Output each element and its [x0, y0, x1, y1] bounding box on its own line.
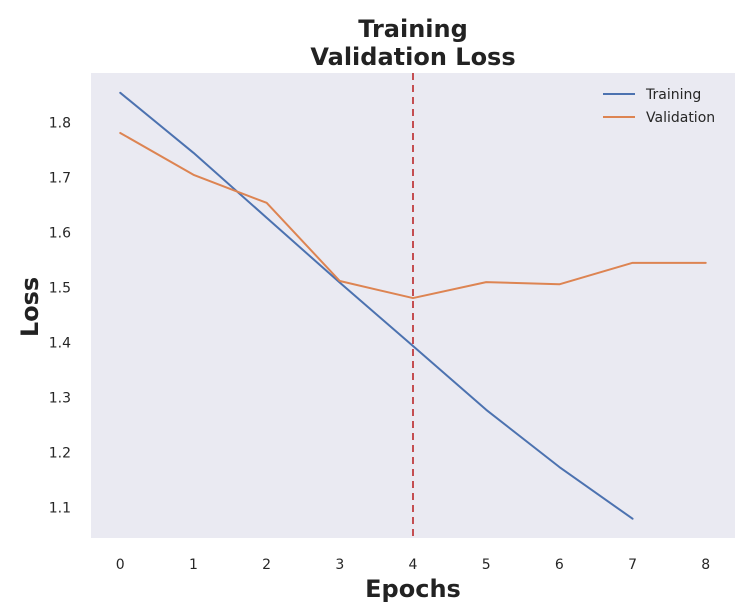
y-tick-label: 1.4 — [49, 336, 71, 352]
x-tick-label: 4 — [409, 557, 418, 573]
legend: Training Validation — [603, 87, 715, 126]
series-line-training — [119, 91, 634, 520]
x-tick-label: 0 — [116, 557, 125, 573]
x-tick-label: 2 — [262, 557, 271, 573]
x-tick-label: 6 — [555, 557, 564, 573]
x-tick-label: 1 — [189, 557, 198, 573]
y-tick-label: 1.2 — [49, 446, 71, 462]
y-tick-labels: 1.1 1.2 1.3 1.4 1.5 1.6 1.7 1.8 — [49, 116, 71, 517]
x-tick-label: 8 — [701, 557, 710, 573]
x-axis-label: Epochs — [365, 575, 461, 603]
x-tick-label: 3 — [335, 557, 344, 573]
x-tick-labels: 0 1 2 3 4 5 6 7 8 — [116, 557, 710, 573]
legend-label: Validation — [646, 110, 715, 126]
y-tick-label: 1.1 — [49, 501, 71, 517]
y-tick-label: 1.6 — [49, 226, 71, 242]
y-tick-label: 1.5 — [49, 281, 71, 297]
series-lines — [119, 91, 707, 520]
legend-label: Training — [645, 87, 701, 103]
legend-item-validation: Validation — [603, 110, 715, 126]
x-tick-label: 5 — [482, 557, 491, 573]
series-line-validation — [119, 131, 707, 300]
y-tick-label: 1.8 — [49, 116, 71, 132]
y-tick-label: 1.7 — [49, 171, 71, 187]
chart-title-line-2: Validation Loss — [310, 43, 515, 71]
x-tick-label: 7 — [628, 557, 637, 573]
y-tick-label: 1.3 — [49, 391, 71, 407]
y-axis-label: Loss — [16, 277, 44, 337]
legend-item-training: Training — [603, 87, 701, 103]
chart-title-line-1: Training — [358, 15, 468, 43]
